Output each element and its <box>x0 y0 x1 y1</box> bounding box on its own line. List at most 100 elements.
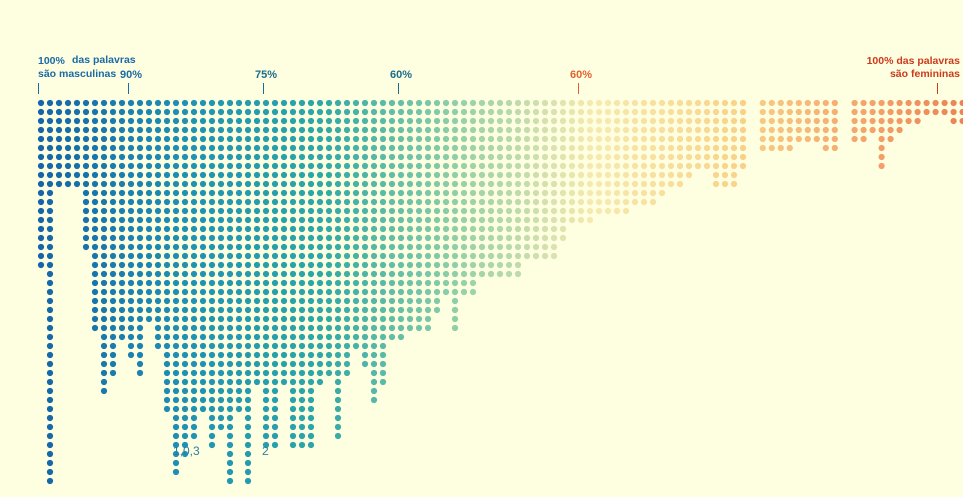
word-dot <box>759 135 766 143</box>
word-dot <box>307 252 315 260</box>
word-dot <box>289 279 297 287</box>
word-dot <box>145 279 153 287</box>
word-dot <box>442 216 450 224</box>
annotation-1: 1,0,3 <box>173 444 200 458</box>
word-dot <box>316 189 324 197</box>
word-dot <box>469 144 477 152</box>
word-dot <box>878 153 885 161</box>
word-dot <box>46 207 54 215</box>
word-dot <box>253 279 261 287</box>
word-dot <box>307 207 315 215</box>
word-dot <box>433 99 441 107</box>
word-dot <box>271 414 279 422</box>
dot-column <box>289 99 297 449</box>
word-dot <box>469 198 477 206</box>
word-dot <box>316 279 324 287</box>
word-dot <box>442 144 450 152</box>
word-dot <box>208 198 216 206</box>
word-dot <box>334 234 342 242</box>
word-dot <box>181 432 189 440</box>
word-dot <box>244 261 252 269</box>
word-dot <box>316 234 324 242</box>
word-dot <box>154 225 162 233</box>
word-dot <box>307 342 315 350</box>
word-dot <box>604 189 612 197</box>
word-dot <box>352 126 360 134</box>
word-dot <box>298 396 306 404</box>
word-dot <box>568 189 576 197</box>
dot-column <box>860 99 867 143</box>
word-dot <box>46 270 54 278</box>
dot-column <box>577 99 585 224</box>
word-dot <box>100 279 108 287</box>
word-dot <box>451 297 459 305</box>
word-dot <box>352 171 360 179</box>
word-dot <box>46 243 54 251</box>
word-dot <box>941 99 948 107</box>
word-dot <box>397 270 405 278</box>
dot-column <box>851 99 858 143</box>
word-dot <box>433 279 441 287</box>
word-dot <box>532 225 540 233</box>
word-dot <box>253 369 261 377</box>
word-dot <box>415 117 423 125</box>
word-dot <box>388 288 396 296</box>
word-dot <box>307 180 315 188</box>
word-dot <box>451 126 459 134</box>
word-dot <box>523 126 531 134</box>
word-dot <box>46 153 54 161</box>
word-dot <box>262 225 270 233</box>
word-dot <box>46 171 54 179</box>
dot-column <box>37 99 45 269</box>
dot-column <box>199 99 207 413</box>
word-dot <box>253 162 261 170</box>
word-dot <box>145 306 153 314</box>
word-dot <box>658 108 666 116</box>
word-dot <box>721 126 729 134</box>
dot-column <box>343 99 351 377</box>
word-dot <box>190 423 198 431</box>
word-dot <box>361 216 369 224</box>
word-dot <box>100 225 108 233</box>
word-dot <box>226 423 234 431</box>
word-dot <box>127 270 135 278</box>
word-dot <box>163 396 171 404</box>
word-dot <box>388 99 396 107</box>
word-dot <box>923 108 930 116</box>
word-dot <box>478 207 486 215</box>
word-dot <box>577 108 585 116</box>
word-dot <box>298 306 306 314</box>
word-dot <box>82 99 90 107</box>
word-dot <box>226 360 234 368</box>
dot-column <box>505 99 513 278</box>
dot-column <box>163 99 171 413</box>
word-dot <box>289 216 297 224</box>
word-dot <box>253 351 261 359</box>
word-dot <box>91 270 99 278</box>
word-dot <box>172 180 180 188</box>
word-dot <box>334 396 342 404</box>
word-dot <box>172 405 180 413</box>
word-dot <box>523 225 531 233</box>
word-dot <box>433 108 441 116</box>
word-dot <box>154 270 162 278</box>
masculine-end-line2: são masculinas <box>38 68 116 80</box>
word-dot <box>361 180 369 188</box>
word-dot <box>631 117 639 125</box>
word-dot <box>109 288 117 296</box>
word-dot <box>181 324 189 332</box>
word-dot <box>262 234 270 242</box>
dot-column <box>100 99 108 395</box>
word-dot <box>316 108 324 116</box>
word-dot <box>406 261 414 269</box>
word-dot <box>199 306 207 314</box>
word-dot <box>586 198 594 206</box>
word-dot <box>37 162 45 170</box>
word-dot <box>154 216 162 224</box>
word-dot <box>424 234 432 242</box>
dot-column <box>813 99 820 143</box>
word-dot <box>442 270 450 278</box>
word-dot <box>370 144 378 152</box>
word-dot <box>442 117 450 125</box>
word-dot <box>325 243 333 251</box>
